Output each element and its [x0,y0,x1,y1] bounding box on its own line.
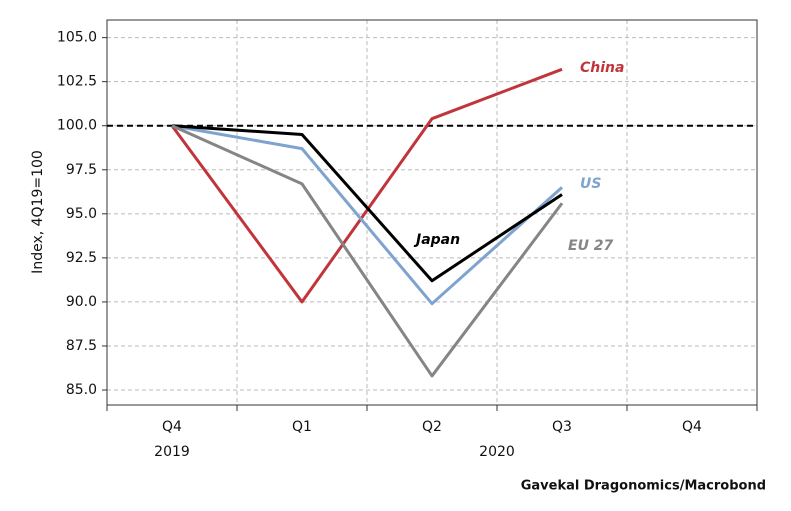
series-label: EU 27 [568,238,614,254]
y-tick-label: 92.5 [66,250,97,266]
series-line [170,67,563,304]
plot-frame [106,19,758,406]
y-tick-label: 87.5 [66,338,97,354]
y-tick-label: 95.0 [66,206,97,222]
y-tick-label: 105.0 [57,30,97,46]
source: Gavekal Dragonomics/Macrobond [521,479,766,494]
year-label: 2020 [479,444,515,460]
x-tick-label: Q1 [292,419,312,435]
series-label: Japan [413,232,460,248]
y-tick-label: 102.5 [57,74,97,90]
series-label: US [580,176,601,192]
series-line [171,124,563,283]
x-tick-label: Q2 [422,419,442,435]
x-tick-label: Q4 [162,419,182,435]
y-tick-label: 90.0 [66,294,97,310]
x-tick-label: Q4 [682,419,702,435]
year-label: 2019 [154,444,190,460]
series-line [171,124,564,306]
y-tick-label: 97.5 [66,162,97,178]
y-tick-label: 85.0 [66,382,97,398]
series-line [171,124,564,378]
y-axis-label: Index, 4Q19=100 [30,150,46,274]
series-label: China [580,60,624,76]
x-tick-label: Q3 [552,419,572,435]
y-tick-label: 100.0 [57,118,97,134]
